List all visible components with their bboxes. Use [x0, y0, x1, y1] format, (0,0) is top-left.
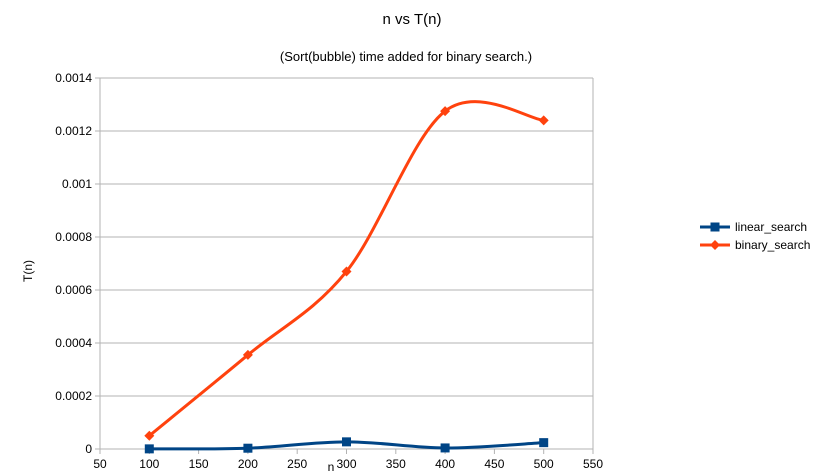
x-tick-label: 100 — [139, 457, 159, 471]
x-tick-label: 500 — [534, 457, 554, 471]
y-tick-label: 0.0004 — [55, 336, 92, 350]
data-point-binary_search — [242, 349, 253, 360]
chart-title: n vs T(n) — [383, 11, 442, 28]
legend-marker — [710, 240, 720, 250]
series — [144, 100, 549, 454]
series-linear_search — [144, 437, 549, 454]
data-point-binary_search — [144, 430, 155, 441]
chart-subtitle: (Sort(bubble) time added for binary sear… — [280, 49, 532, 64]
y-tick-label: 0.0014 — [55, 71, 92, 85]
y-tick-label: 0.0006 — [55, 283, 92, 297]
data-point-binary_search — [341, 266, 352, 277]
x-tick-label: 50 — [93, 457, 107, 471]
data-point-binary_search — [440, 106, 451, 117]
x-tick-label: 250 — [287, 457, 307, 471]
y-tick-label: 0.0002 — [55, 389, 92, 403]
legend-label: linear_search — [735, 220, 807, 234]
x-tick-label: 300 — [336, 457, 356, 471]
x-axis-label: n — [328, 460, 335, 474]
y-tick-label: 0.0008 — [55, 230, 92, 244]
legend-item-binary_search: binary_search — [700, 238, 810, 252]
data-point-linear_search — [539, 438, 549, 448]
legend: linear_search binary_search — [700, 220, 810, 252]
x-tick-label: 150 — [189, 457, 209, 471]
legend-label: binary_search — [735, 238, 810, 252]
x-tick-label: 200 — [238, 457, 258, 471]
x-tick-label: 400 — [435, 457, 455, 471]
y-tick-label: 0.001 — [62, 177, 92, 191]
y-axis-label: T(n) — [21, 260, 35, 282]
y-tick-label: 0 — [85, 442, 92, 456]
data-point-linear_search — [440, 443, 450, 453]
legend-item-linear_search: linear_search — [700, 220, 807, 234]
x-tick-label: 450 — [484, 457, 504, 471]
y-tick-label: 0.0012 — [55, 124, 92, 138]
data-point-linear_search — [243, 443, 253, 453]
legend-marker — [710, 222, 720, 232]
x-tick-label: 350 — [386, 457, 406, 471]
grid — [100, 77, 593, 450]
data-point-linear_search — [144, 444, 154, 454]
data-point-binary_search — [538, 115, 549, 126]
x-tick-label: 550 — [583, 457, 603, 471]
data-point-linear_search — [342, 437, 351, 447]
tick-labels: 0 0.0002 0.0004 0.0006 0.0008 0.001 0.0012 0.00… — [55, 71, 603, 471]
series-binary_search — [144, 100, 549, 441]
axes — [95, 77, 594, 454]
